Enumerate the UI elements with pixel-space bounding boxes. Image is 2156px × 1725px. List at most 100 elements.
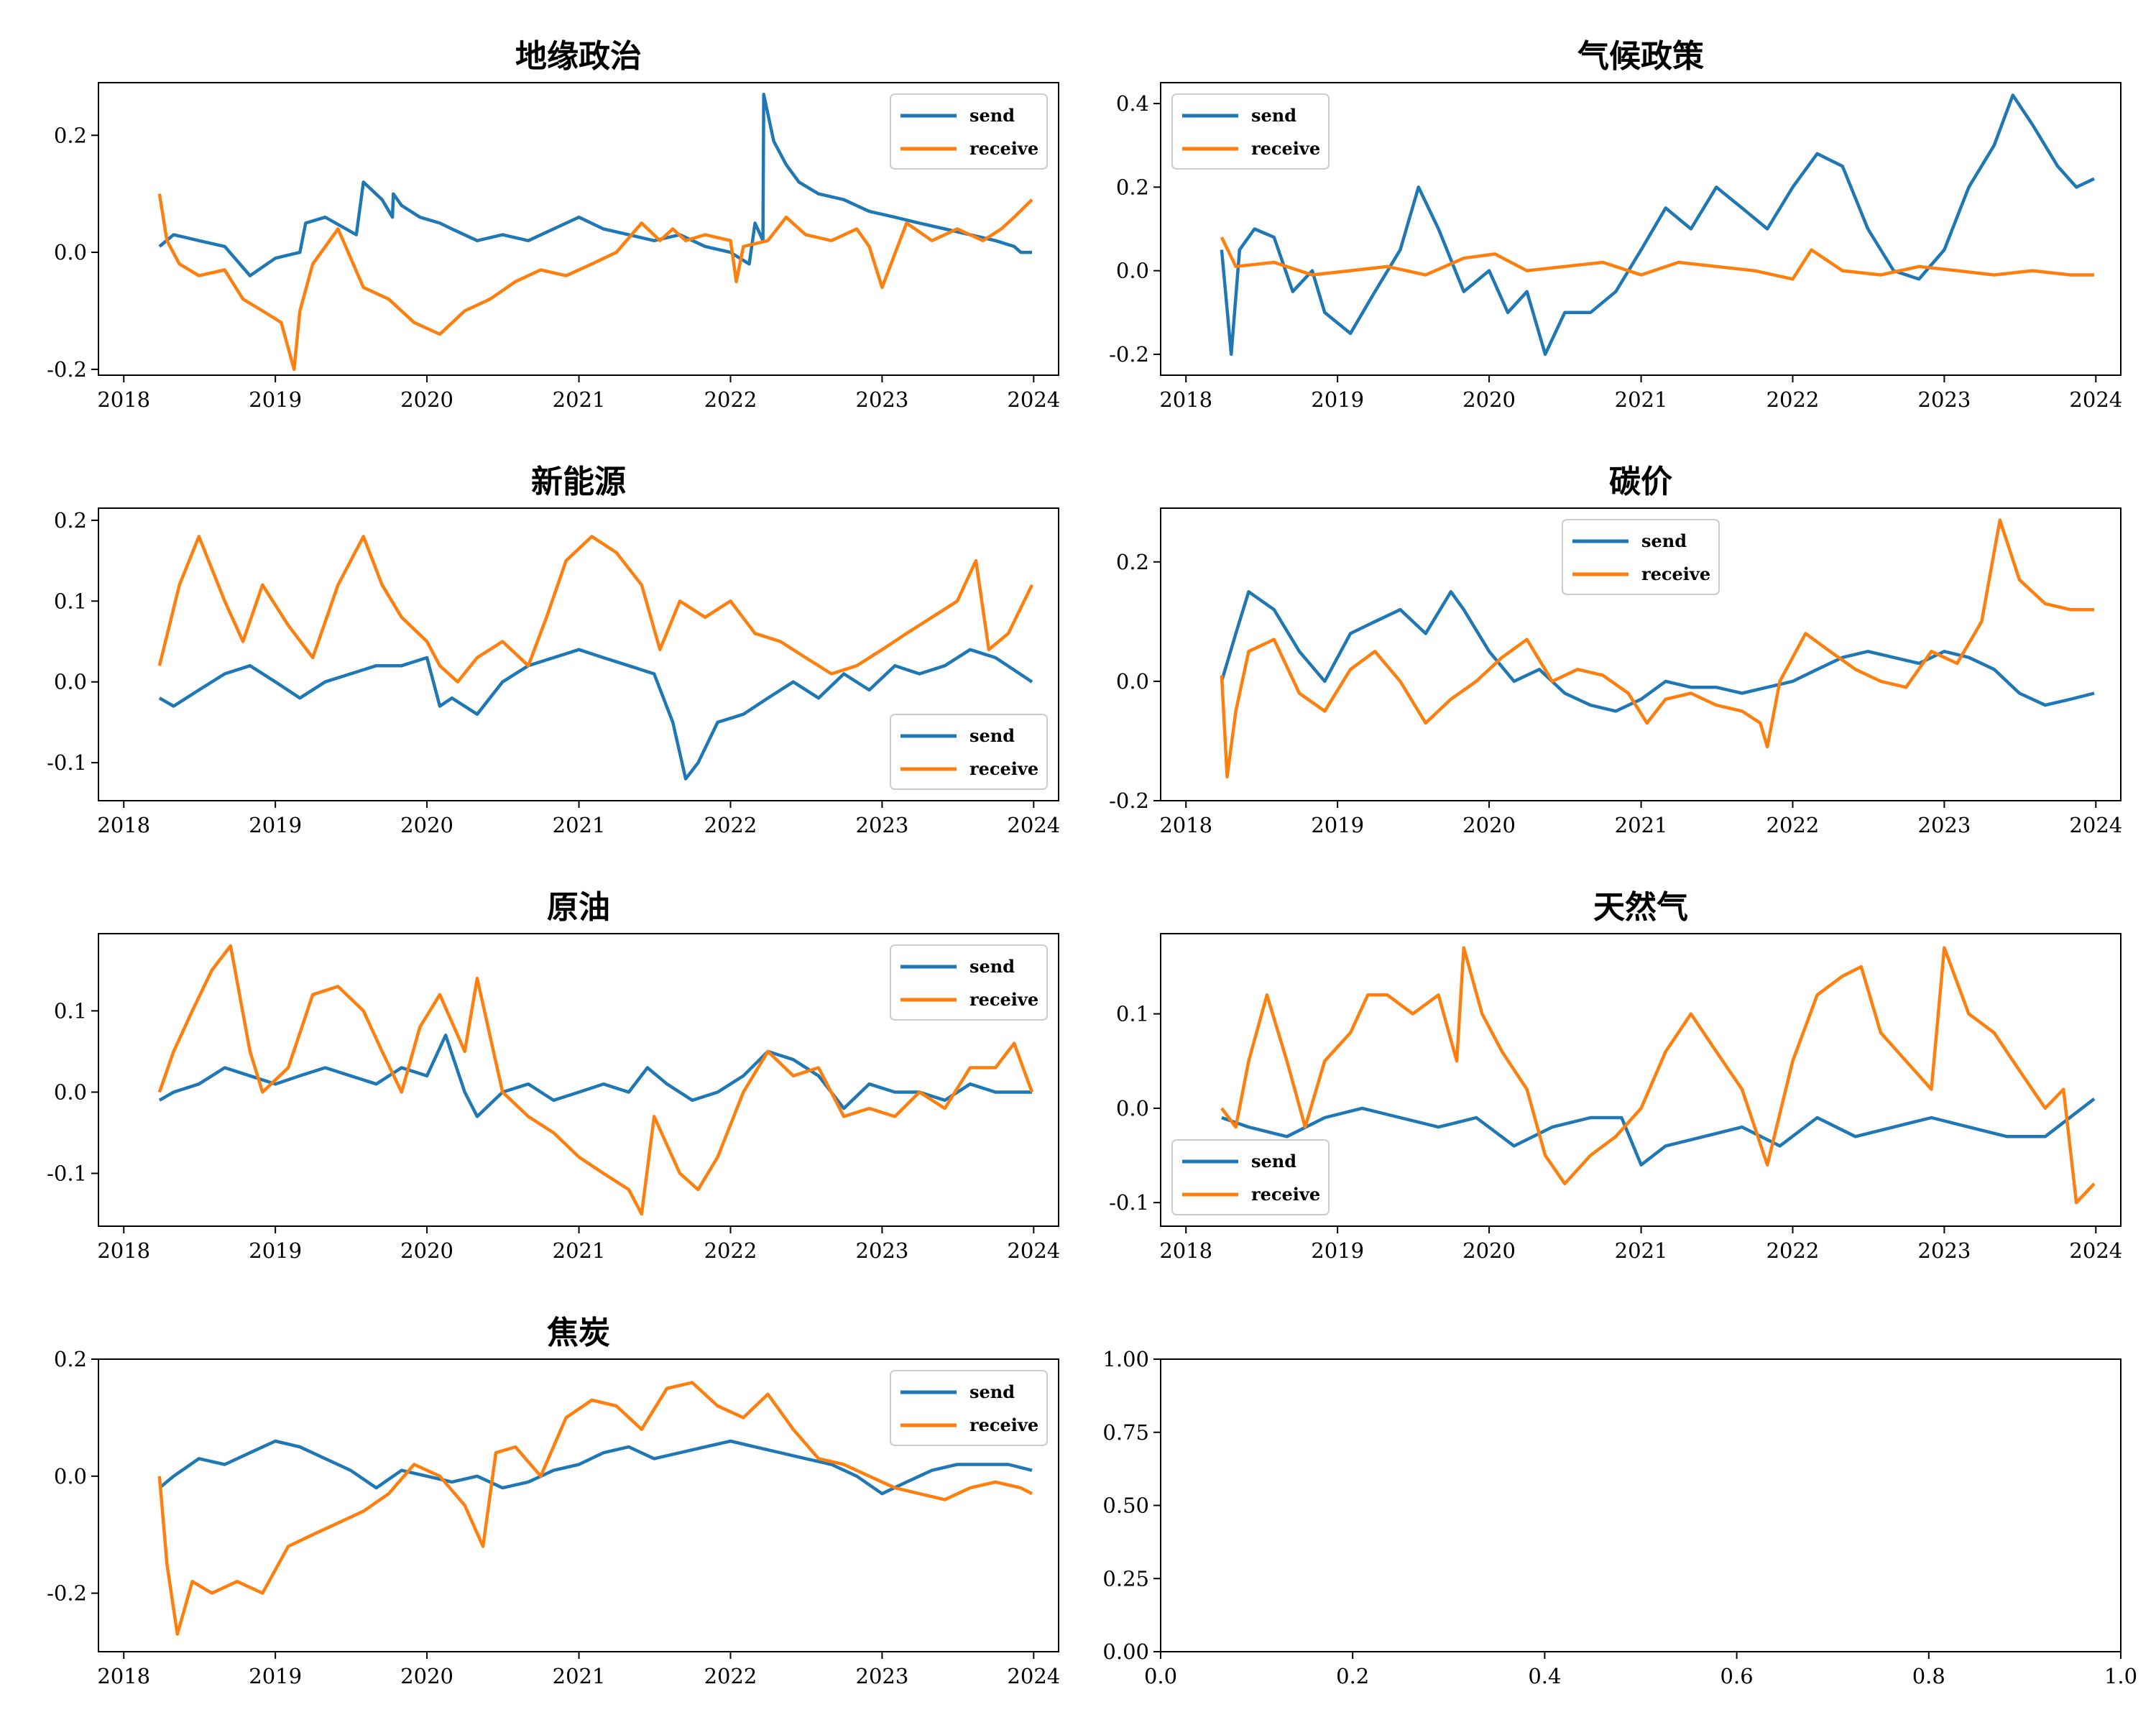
x-tick-label: 2020 bbox=[400, 1664, 453, 1688]
x-tick-label: 2022 bbox=[704, 1238, 757, 1263]
series-line-receive bbox=[1220, 236, 2094, 281]
x-tick-label: 2023 bbox=[856, 1664, 909, 1688]
legend-label: send bbox=[1641, 530, 1687, 551]
x-tick-label: 2020 bbox=[1462, 813, 1516, 837]
y-tick-label: 0.1 bbox=[54, 998, 87, 1023]
y-tick-label: 0.0 bbox=[1116, 259, 1149, 283]
y-tick-label: 0.50 bbox=[1102, 1494, 1149, 1518]
y-tick-label: -0.1 bbox=[47, 750, 87, 775]
x-tick-label: 1.0 bbox=[2104, 1664, 2137, 1688]
series-line-receive bbox=[157, 535, 1034, 684]
subplot-title: 焦炭 bbox=[547, 1315, 610, 1351]
x-tick-label: 2022 bbox=[704, 813, 757, 837]
series-line-send bbox=[1220, 93, 2095, 356]
x-tick-label: 2024 bbox=[2069, 1238, 2122, 1263]
series-line-receive bbox=[1220, 518, 2094, 779]
x-tick-label: 2020 bbox=[400, 1238, 453, 1263]
subplot-title: 天然气 bbox=[1593, 889, 1688, 926]
y-tick-label: 0.2 bbox=[54, 508, 87, 533]
x-tick-label: 2021 bbox=[1615, 387, 1668, 412]
x-tick-label: 2024 bbox=[2069, 387, 2122, 412]
legend: send receive bbox=[890, 714, 1048, 790]
legend-label: receive bbox=[969, 989, 1038, 1010]
legend-label: receive bbox=[1251, 1184, 1320, 1205]
legend-label: send bbox=[969, 956, 1015, 977]
legend: send receive bbox=[890, 944, 1048, 1021]
series-line-send bbox=[158, 648, 1033, 781]
x-tick-label: 2019 bbox=[249, 1664, 302, 1688]
x-tick-label: 2022 bbox=[1766, 1238, 1820, 1263]
x-tick-label: 0.2 bbox=[1336, 1664, 1369, 1688]
x-tick-label: 2019 bbox=[1311, 387, 1364, 412]
x-tick-label: 0.8 bbox=[1912, 1664, 1945, 1688]
x-tick-label: 2021 bbox=[553, 1238, 606, 1263]
x-tick-label: 2018 bbox=[97, 387, 150, 412]
x-tick-label: 2020 bbox=[400, 813, 453, 837]
series-line-receive bbox=[157, 944, 1034, 1216]
y-tick-label: 0.0 bbox=[54, 1464, 87, 1489]
legend-label: send bbox=[969, 105, 1015, 126]
series-line-send bbox=[158, 1034, 1032, 1118]
subplot-4: 原油 2018 2019 2020 2021 2022 2023 2024 -0.1 0.0 0.1… bbox=[47, 889, 1060, 1263]
subplot-title: 原油 bbox=[547, 889, 610, 926]
series-line-send bbox=[158, 93, 1032, 277]
subplot-title: 新能源 bbox=[531, 464, 626, 500]
subplot-1: 气候政策 2018 2019 2020 2021 2022 2023 2024 -0.2 0.0 0… bbox=[1109, 38, 2122, 412]
legend-label: send bbox=[1251, 105, 1296, 126]
series-line-receive bbox=[157, 193, 1033, 372]
x-tick-label: 2022 bbox=[1766, 387, 1820, 412]
x-tick-label: 2018 bbox=[1159, 813, 1212, 837]
x-tick-label: 2024 bbox=[1007, 387, 1060, 412]
legend: send receive bbox=[1171, 93, 1330, 170]
y-tick-label: 0.1 bbox=[54, 589, 87, 613]
legend-label: receive bbox=[969, 1414, 1038, 1435]
x-tick-label: 2018 bbox=[97, 1664, 150, 1688]
x-tick-label: 2024 bbox=[1007, 813, 1060, 837]
subplot-5: 天然气 2018 2019 2020 2021 2022 2023 2024 -0.1 0.0 0.… bbox=[1109, 889, 2122, 1263]
subplot-title: 碳价 bbox=[1609, 464, 1672, 500]
x-tick-label: 0.4 bbox=[1528, 1664, 1561, 1688]
x-tick-label: 2022 bbox=[704, 1664, 757, 1688]
x-tick-label: 2024 bbox=[2069, 813, 2122, 837]
y-tick-label: -0.1 bbox=[1109, 1190, 1149, 1215]
x-tick-label: 2022 bbox=[1766, 813, 1820, 837]
y-tick-label: 0.2 bbox=[1116, 550, 1149, 574]
x-tick-label: 2018 bbox=[1159, 387, 1212, 412]
legend-label: receive bbox=[1641, 564, 1710, 584]
subplot-3: 碳价 2018 2019 2020 2021 2022 2023 2024 -0.2 0.0 0.2… bbox=[1109, 464, 2122, 837]
legend: send receive bbox=[890, 93, 1048, 170]
x-tick-label: 2024 bbox=[1007, 1238, 1060, 1263]
x-tick-label: 2021 bbox=[1615, 1238, 1668, 1263]
x-tick-label: 2018 bbox=[97, 1238, 150, 1263]
x-tick-label: 2020 bbox=[400, 387, 453, 412]
x-tick-label: 2021 bbox=[553, 813, 606, 837]
x-tick-label: 2023 bbox=[1918, 813, 1971, 837]
legend: send receive bbox=[890, 1370, 1048, 1446]
x-tick-label: 0.6 bbox=[1720, 1664, 1754, 1688]
y-tick-label: 0.0 bbox=[54, 1080, 87, 1104]
y-tick-label: 0.2 bbox=[1116, 175, 1149, 199]
x-tick-label: 2023 bbox=[856, 387, 909, 412]
y-tick-label: 0.2 bbox=[54, 1347, 87, 1371]
x-tick-label: 2019 bbox=[249, 813, 302, 837]
y-tick-label: 0.0 bbox=[1116, 1096, 1149, 1121]
x-tick-label: 2019 bbox=[249, 387, 302, 412]
x-tick-label: 2018 bbox=[1159, 1238, 1212, 1263]
subplot-title: 地缘政治 bbox=[515, 38, 642, 75]
legend: send receive bbox=[1171, 1139, 1330, 1215]
x-tick-label: 2023 bbox=[1918, 1238, 1971, 1263]
x-tick-label: 2024 bbox=[1007, 1664, 1060, 1688]
x-tick-label: 2019 bbox=[1311, 1238, 1364, 1263]
series-line-send bbox=[158, 1439, 1033, 1496]
y-tick-label: 0.0 bbox=[1116, 669, 1149, 694]
x-tick-label: 0.0 bbox=[1144, 1664, 1177, 1688]
y-tick-label: 0.00 bbox=[1102, 1639, 1149, 1664]
y-tick-label: 1.00 bbox=[1102, 1347, 1149, 1371]
legend-label: receive bbox=[1251, 138, 1320, 159]
subplot-2: 新能源 2018 2019 2020 2021 2022 2023 2024 -0.1 0.0 0.… bbox=[47, 464, 1060, 837]
subplot-7: 0.0 0.2 0.4 0.6 0.8 1.0 0.00 0.25 0.50 0.75 1.00 bbox=[1102, 1347, 2137, 1688]
y-tick-label: -0.1 bbox=[47, 1162, 87, 1186]
y-tick-label: 0.0 bbox=[54, 670, 87, 694]
x-tick-label: 2019 bbox=[249, 1238, 302, 1263]
